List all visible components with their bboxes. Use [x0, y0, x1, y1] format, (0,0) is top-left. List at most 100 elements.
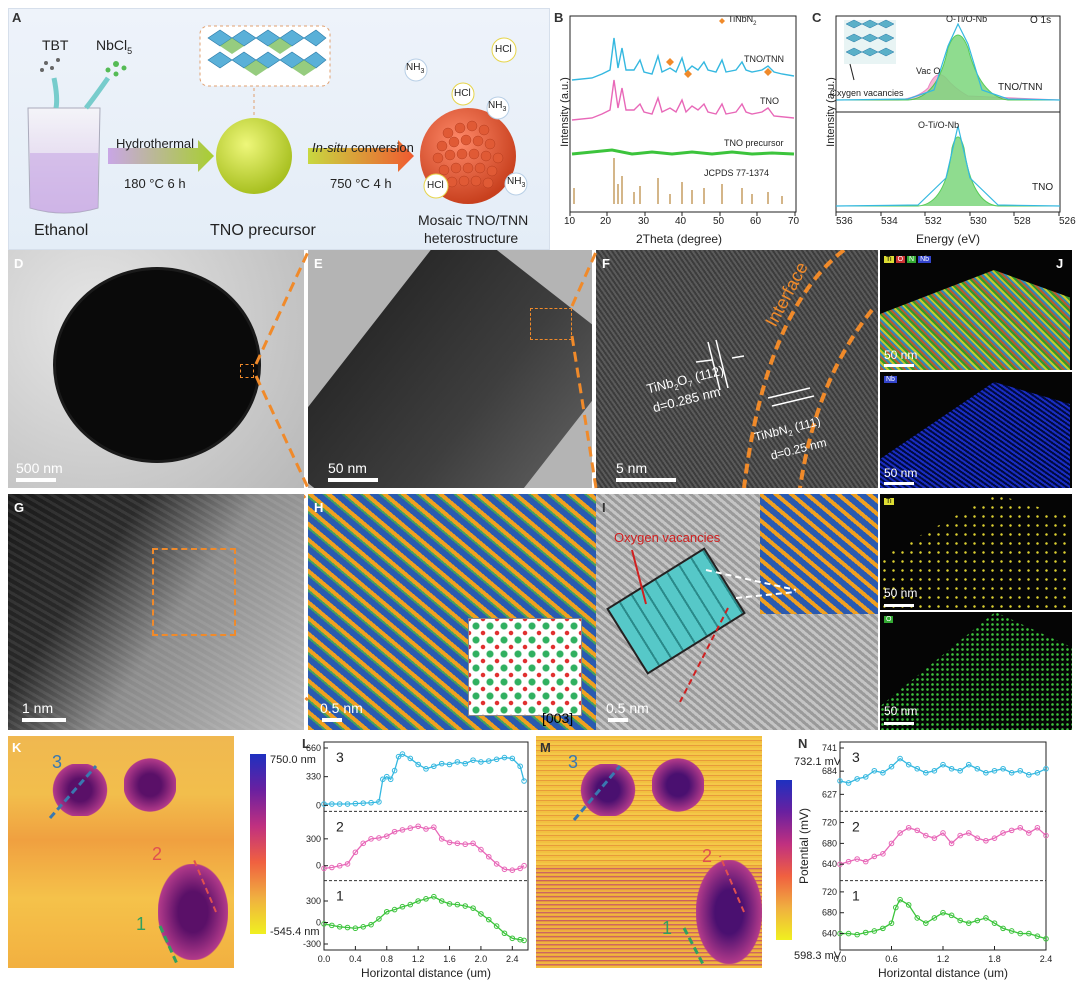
- data-point: [965, 761, 972, 768]
- data-point: [862, 774, 869, 780]
- y-tick-label: 680: [822, 908, 837, 918]
- series-label-2: 2: [336, 818, 344, 834]
- xps-ovac-label: Oxygen vacancies: [830, 88, 904, 98]
- data-point: [983, 915, 989, 921]
- data-point: [407, 755, 414, 762]
- data-point: [923, 920, 929, 926]
- data-point: [509, 867, 516, 873]
- y-tick-label: -300: [303, 939, 321, 949]
- y-tick-label: 0: [316, 861, 321, 871]
- panel-label-e: E: [314, 256, 323, 271]
- scalebar-j3: [884, 604, 914, 607]
- plot-frame: [323, 741, 529, 951]
- data-point: [391, 767, 398, 774]
- data-point: [1026, 772, 1032, 778]
- data-point: [862, 929, 869, 936]
- data-point: [1000, 925, 1006, 932]
- data-point: [431, 893, 437, 900]
- data-point: [892, 904, 899, 911]
- data-point: [407, 901, 414, 908]
- x-tick-label: 1.2: [937, 954, 950, 964]
- data-point: [336, 924, 343, 930]
- panel-label-i: I: [602, 500, 606, 515]
- scalebar-h: [322, 718, 342, 722]
- x-tick-label: 1.6: [443, 954, 456, 964]
- panel-label-g: G: [14, 500, 25, 515]
- data-point: [407, 825, 414, 831]
- data-point: [423, 826, 429, 832]
- data-point: [509, 755, 516, 762]
- data-point: [415, 898, 421, 904]
- x-axis-label: Horizontal distance (um): [361, 966, 491, 980]
- panel-label-m: M: [540, 740, 551, 755]
- data-point: [854, 776, 860, 782]
- data-point: [957, 832, 963, 839]
- data-point: [1043, 935, 1049, 942]
- panel-label-h: H: [314, 500, 324, 515]
- data-point: [1008, 770, 1015, 776]
- scale-text-j2: 50 nm: [884, 466, 918, 480]
- data-point: [493, 923, 500, 929]
- atom-model-inset: [469, 619, 581, 715]
- afm-k-line-2: 2: [152, 844, 163, 864]
- data-point: [493, 756, 500, 763]
- xrd-chart: [569, 15, 797, 216]
- scalebar-e: [328, 478, 378, 482]
- data-point: [888, 920, 895, 926]
- data-point: [837, 778, 843, 784]
- data-point: [983, 770, 989, 776]
- data-point: [965, 830, 972, 836]
- data-point: [344, 801, 351, 807]
- hcl-bubble-1: HCl: [495, 44, 512, 55]
- data-point: [1043, 765, 1049, 772]
- data-point: [336, 801, 343, 807]
- panel-label-k: K: [12, 740, 22, 755]
- scalebar-d: [16, 478, 56, 482]
- data-point: [517, 865, 523, 872]
- data-point: [991, 920, 998, 926]
- data-point: [1043, 832, 1049, 839]
- series-label-3: 3: [852, 749, 860, 765]
- filtered-image-h: [308, 494, 596, 730]
- data-point: [948, 840, 955, 847]
- data-point: [478, 911, 484, 917]
- scale-text-h: 0.5 nm: [320, 700, 363, 716]
- data-point: [446, 761, 453, 768]
- afm-height-colorbar: [250, 754, 266, 934]
- data-point: [521, 862, 527, 869]
- y-tick-label: 720: [822, 887, 837, 897]
- panel-label-f: F: [602, 256, 610, 271]
- data-point: [931, 767, 938, 774]
- xps-xlabel: Energy (eV): [916, 232, 981, 246]
- xps-label-top: TNO/TNN: [998, 82, 1043, 93]
- data-point: [845, 930, 852, 937]
- product-label-1: Mosaic TNO/TNN: [418, 212, 529, 228]
- data-point: [1008, 827, 1015, 834]
- data-point: [391, 828, 398, 835]
- data-point: [871, 767, 878, 774]
- xrd-xlabel: 2Theta (degree): [636, 232, 723, 246]
- y-tick-label: 741: [822, 743, 837, 753]
- xrd-legend: TiNbN2: [728, 14, 757, 27]
- data-point: [871, 928, 878, 934]
- scalebar-j4: [884, 722, 914, 725]
- scalebar-j2: [884, 482, 914, 485]
- conversion-label: In-situ conversion: [312, 140, 414, 155]
- data-point: [387, 776, 394, 783]
- panel-label-d: D: [14, 256, 24, 271]
- data-point: [485, 916, 492, 923]
- data-point: [368, 921, 374, 928]
- data-point: [517, 763, 523, 770]
- data-point: [923, 770, 929, 776]
- xrd-curve-label-jcpds: JCPDS 77-1374: [704, 168, 770, 178]
- scalebar-f: [616, 478, 676, 482]
- data-point: [1026, 830, 1032, 836]
- y-tick-label: 627: [822, 789, 837, 799]
- data-point: [888, 840, 895, 847]
- data-point: [376, 835, 382, 841]
- data-point: [914, 827, 921, 834]
- conversion-condition: 750 °C 4 h: [330, 176, 392, 191]
- data-point: [1000, 765, 1006, 772]
- data-point: [454, 840, 461, 847]
- series-line-3: [324, 753, 525, 805]
